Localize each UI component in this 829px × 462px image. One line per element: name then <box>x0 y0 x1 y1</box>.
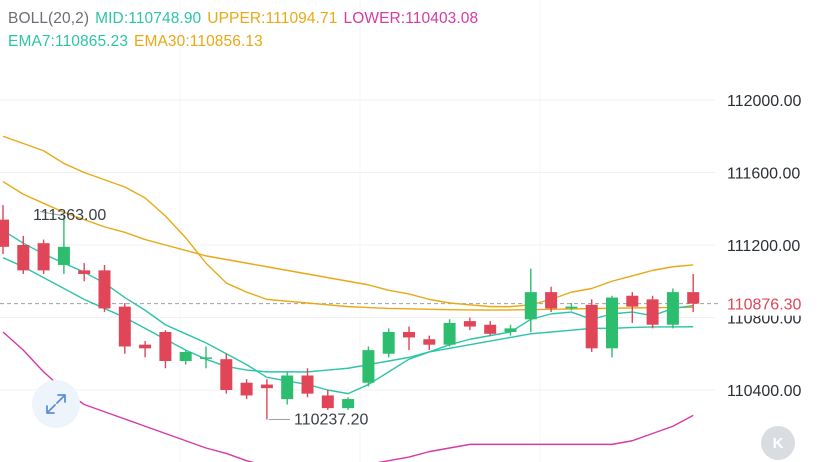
high-annotation-leader <box>39 210 62 216</box>
expand-button[interactable] <box>32 380 80 428</box>
candle-body-down <box>545 292 558 309</box>
candle-body-up <box>200 357 212 359</box>
legend-item: UPPER:111094.71 <box>207 10 338 27</box>
candle-body-down <box>463 321 476 327</box>
legend-item: LOWER:110403.08 <box>343 10 479 27</box>
candle-body-down <box>37 243 50 271</box>
candle-body-down <box>585 304 598 349</box>
candle-body-down <box>423 339 436 345</box>
candle-body-down <box>0 219 9 247</box>
candle-body-down <box>626 295 639 307</box>
price-tick-label: 110400.00 <box>727 383 802 400</box>
candle-body-down <box>301 375 314 394</box>
legend-item: BOLL(20,2) <box>8 10 90 27</box>
ema7-line <box>2 229 694 395</box>
candle-body-up <box>504 328 517 332</box>
price-tick-label: 111600.00 <box>727 166 800 183</box>
candle-body-up <box>362 350 375 383</box>
lower-band-line <box>2 331 694 462</box>
candle-body-up <box>342 399 355 409</box>
candle-body-up <box>281 375 294 400</box>
candle-body-up <box>443 322 456 345</box>
candle-body-up <box>606 297 618 349</box>
candle-body-down <box>159 332 172 361</box>
indicator-legend-row-2: EMA7:110865.23 EMA30:110856.13 <box>8 33 269 51</box>
ema30-line <box>2 135 694 311</box>
candle-body-down <box>321 395 334 409</box>
candle-body-down <box>118 306 131 347</box>
current-price-label: 110876.30 <box>727 297 802 314</box>
candle-body-down <box>98 270 111 309</box>
indicator-legend-row-1: BOLL(20,2) MID:110748.90 UPPER:111094.71 LO… <box>8 10 484 28</box>
candle-body-up <box>666 292 679 325</box>
candles <box>0 205 700 420</box>
candle-body-down <box>646 299 659 325</box>
legend-item: EMA7:110865.23 <box>8 33 129 50</box>
candle-body-down <box>687 292 700 304</box>
candle-body-up <box>382 332 395 354</box>
legend-item: MID:110748.90 <box>95 10 202 27</box>
candle-body-down <box>403 332 415 338</box>
candle-body-down <box>240 382 253 396</box>
candle-body-down <box>484 324 497 334</box>
candle-body-down <box>78 270 91 274</box>
candle-body-down <box>260 384 273 389</box>
k-line-button[interactable]: K <box>761 426 795 460</box>
expand-arrows-icon <box>46 394 66 414</box>
axis-labels: 112000.00111600.00111200.00110800.001104… <box>33 93 829 429</box>
price-tick-label: 111200.00 <box>727 238 800 255</box>
candle-body-up <box>57 246 70 265</box>
high-annotation: 111363.00 <box>33 207 106 224</box>
current-price-tag <box>722 291 829 316</box>
candle-body-down <box>220 359 233 390</box>
candle-body-down <box>17 245 30 271</box>
candle-body-up <box>565 306 578 309</box>
candle-body-up <box>524 292 537 320</box>
indicator-lines <box>2 135 694 462</box>
price-tick-label: 112000.00 <box>727 93 802 110</box>
upper-band-line <box>2 180 694 308</box>
mid-band-line <box>2 257 694 373</box>
candle-body-up <box>179 351 192 361</box>
low-annotation: 110237.20 <box>294 412 369 429</box>
grid-lines <box>0 99 718 391</box>
k-button-label: K <box>772 434 784 452</box>
legend-item: EMA30:110856.13 <box>134 33 263 50</box>
candle-body-down <box>139 344 152 349</box>
